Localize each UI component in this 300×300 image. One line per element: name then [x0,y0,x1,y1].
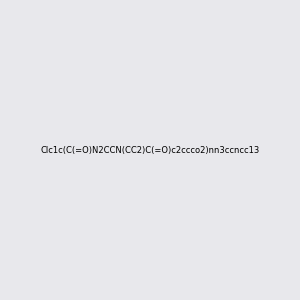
Text: Clc1c(C(=O)N2CCN(CC2)C(=O)c2ccco2)nn3ccncc13: Clc1c(C(=O)N2CCN(CC2)C(=O)c2ccco2)nn3ccn… [40,146,260,154]
